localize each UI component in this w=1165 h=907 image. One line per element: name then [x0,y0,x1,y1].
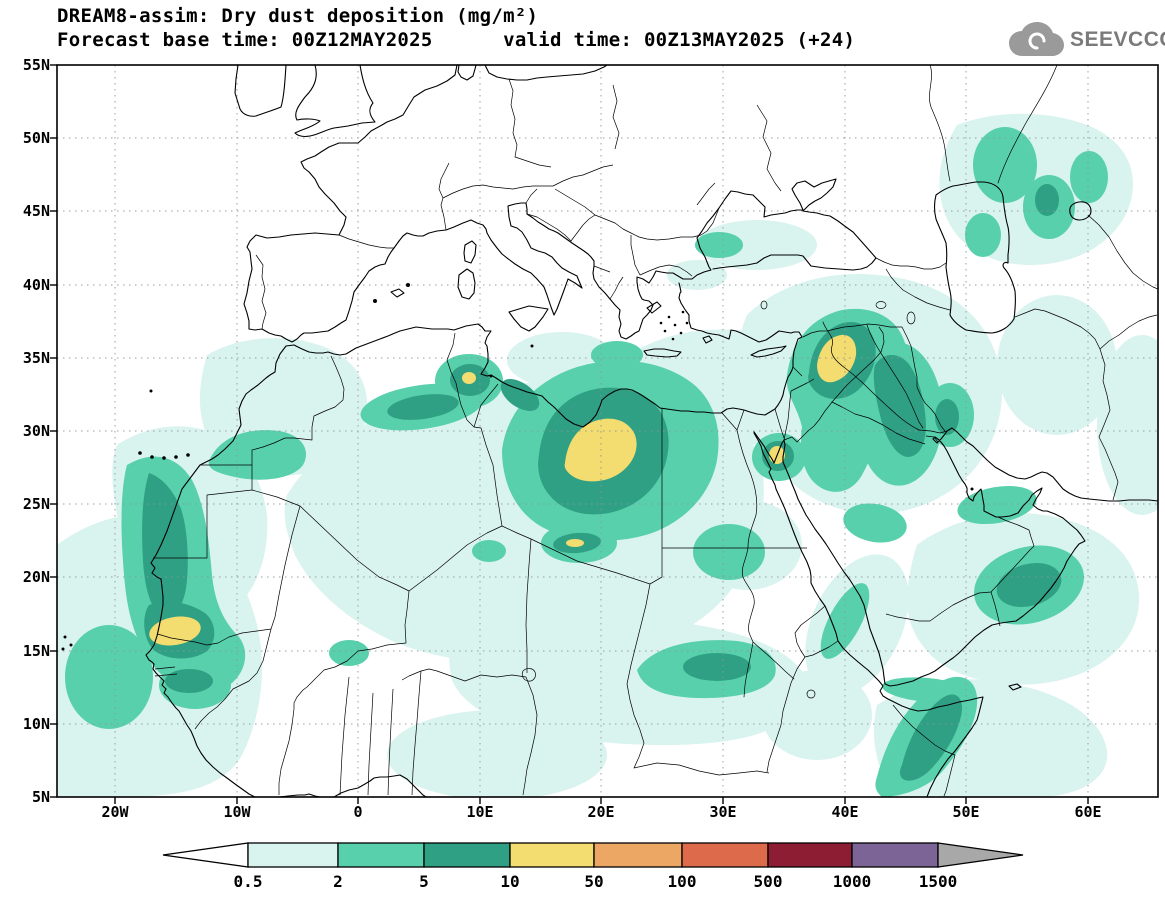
coast-gulf-of-guinea-west [278,793,321,797]
lon-label-30e: 30E [709,803,737,821]
seevccc-cloud-icon [1009,22,1064,56]
map-subtitle: Forecast base time: 00Z12MAY2025 valid t… [57,29,856,51]
lon-label-20w: 20W [101,803,129,821]
coast-north-africa-levant-anatolia [293,282,803,428]
lake-tana [806,689,816,699]
coast-sinai-arabia-gulf [753,427,1158,687]
river-nile [721,409,795,698]
colorbar-tick-10: 10 [500,872,520,891]
coast-ireland [234,65,287,117]
island-cyprus [750,345,787,358]
coast-baltic-south [484,65,608,81]
lon-label-10e: 10E [466,803,494,821]
colorbar-tick-100: 100 [667,872,697,891]
lat-label-55n: 55N [22,56,50,74]
map-title: DREAM8-assim: Dry dust deposition (mg/m²… [57,5,539,27]
island-corsica [463,240,477,264]
river-euphrates [822,321,920,431]
island-euboea [646,301,662,314]
colorbar-tick-1500: 1500 [918,872,958,891]
coast-west-africa-atlantic [145,344,295,797]
colorbar-tick-0p5: 0.5 [233,872,263,891]
coast-aral [1069,201,1092,221]
island-socotra [1008,683,1022,691]
seevccc-logo-text: SEEVCCC [1070,28,1165,51]
lon-label-0: 0 [353,803,363,821]
lake-urmia [906,311,916,325]
colorbar-tick-500: 500 [753,872,783,891]
island-crete [643,348,682,358]
lake-tuz [760,300,768,310]
dust-contour-layer [57,113,1158,797]
border-layer [153,78,1158,797]
lat-label-45n: 45N [22,202,50,220]
island-rhodes [702,335,713,344]
lake-chad [521,668,536,682]
colorbar-tick-50: 50 [584,872,604,891]
island-mallorca [390,288,405,298]
river-ural [997,65,1058,184]
lat-label-25n: 25N [22,495,50,513]
lon-label-20e: 20E [587,803,615,821]
river-lake-layer [521,65,1058,699]
lon-label-10w: 10W [223,803,251,821]
axis-ticks [50,64,1089,804]
coast-redsea-africa-horn [753,432,984,797]
graticule-layer [57,65,1158,797]
colorbar-tick-5: 5 [419,872,429,891]
lat-label-10n: 10N [22,715,50,733]
colorbar-arrow-high [937,842,1024,868]
coast-baltic [457,65,477,81]
river-tigris [866,324,948,434]
colorbar [162,842,1024,868]
colorbar-arrow-low [162,842,249,868]
small-island-dots [61,283,974,651]
island-sardinia [457,268,476,300]
lat-label-50n: 50N [22,129,50,147]
lon-label-60e: 60E [1074,803,1102,821]
coast-great-britain [294,65,376,138]
lon-label-50e: 50E [952,803,980,821]
coast-europe-mediterranean-blacksea [243,65,877,343]
colorbar-tick-2: 2 [333,872,343,891]
lake-van [875,301,887,309]
lat-label-5n: 5N [31,788,50,806]
lat-label-20n: 20N [22,568,50,586]
lon-label-40e: 40E [831,803,859,821]
coast-caspian-sea [933,181,1016,334]
lat-label-35n: 35N [22,349,50,367]
river-volga [929,65,951,182]
colorbar-tick-1000: 1000 [832,872,872,891]
island-sicily [508,305,549,332]
coastline-layer [145,65,1158,797]
coast-gulf-of-guinea-east [333,774,427,797]
lat-label-30n: 30N [22,422,50,440]
lat-label-15n: 15N [22,642,50,660]
lat-label-40n: 40N [22,276,50,294]
